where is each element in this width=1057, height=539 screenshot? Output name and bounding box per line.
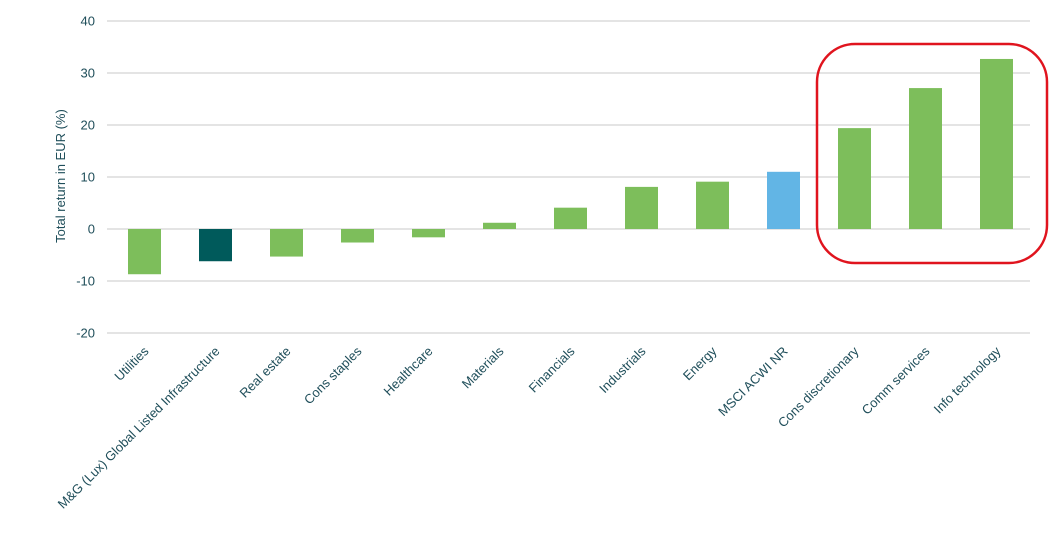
highlight-box — [815, 42, 1049, 265]
bar — [696, 181, 729, 229]
x-tick-label: Healthcare — [381, 344, 436, 399]
bar — [767, 171, 800, 229]
gridlines — [107, 20, 1030, 334]
bar — [341, 229, 374, 243]
y-tick-label: -20 — [76, 326, 95, 341]
bar — [270, 229, 303, 257]
y-axis-title: Total return in EUR (%) — [53, 109, 68, 243]
x-tick-label: Utilities — [111, 343, 152, 384]
bar — [412, 229, 445, 238]
x-tick-label: Financials — [526, 343, 578, 395]
bar — [625, 186, 658, 229]
y-tick-label: 0 — [88, 222, 95, 237]
x-tick-label: Cons staples — [301, 343, 365, 407]
y-tick-label: 10 — [81, 170, 95, 185]
x-tick-label: Energy — [680, 343, 720, 383]
bar — [199, 229, 232, 262]
bar — [483, 222, 516, 229]
bar — [128, 229, 161, 275]
x-tick-label: MSCI ACWI NR — [715, 344, 790, 419]
x-tick-label: Industrials — [596, 343, 649, 396]
y-tick-label: 30 — [81, 66, 95, 81]
y-axis-ticks: 40 30 20 10 0 -10 -20 — [76, 14, 95, 341]
y-tick-label: -10 — [76, 274, 95, 289]
x-tick-label: M&G (Lux) Global Listed Infrastructure — [55, 344, 223, 512]
x-tick-label: Comm services — [859, 343, 933, 417]
x-tick-label: Real estate — [237, 344, 294, 401]
bar — [980, 58, 1013, 230]
y-tick-label: 20 — [81, 118, 95, 133]
bar — [554, 207, 587, 229]
y-tick-label: 40 — [81, 14, 95, 29]
x-tick-label: Materials — [459, 343, 507, 391]
bar — [838, 128, 871, 229]
x-tick-label: Info technology — [931, 343, 1004, 416]
highlight-group — [815, 42, 1049, 265]
bar — [909, 88, 942, 229]
bars — [128, 58, 1013, 275]
